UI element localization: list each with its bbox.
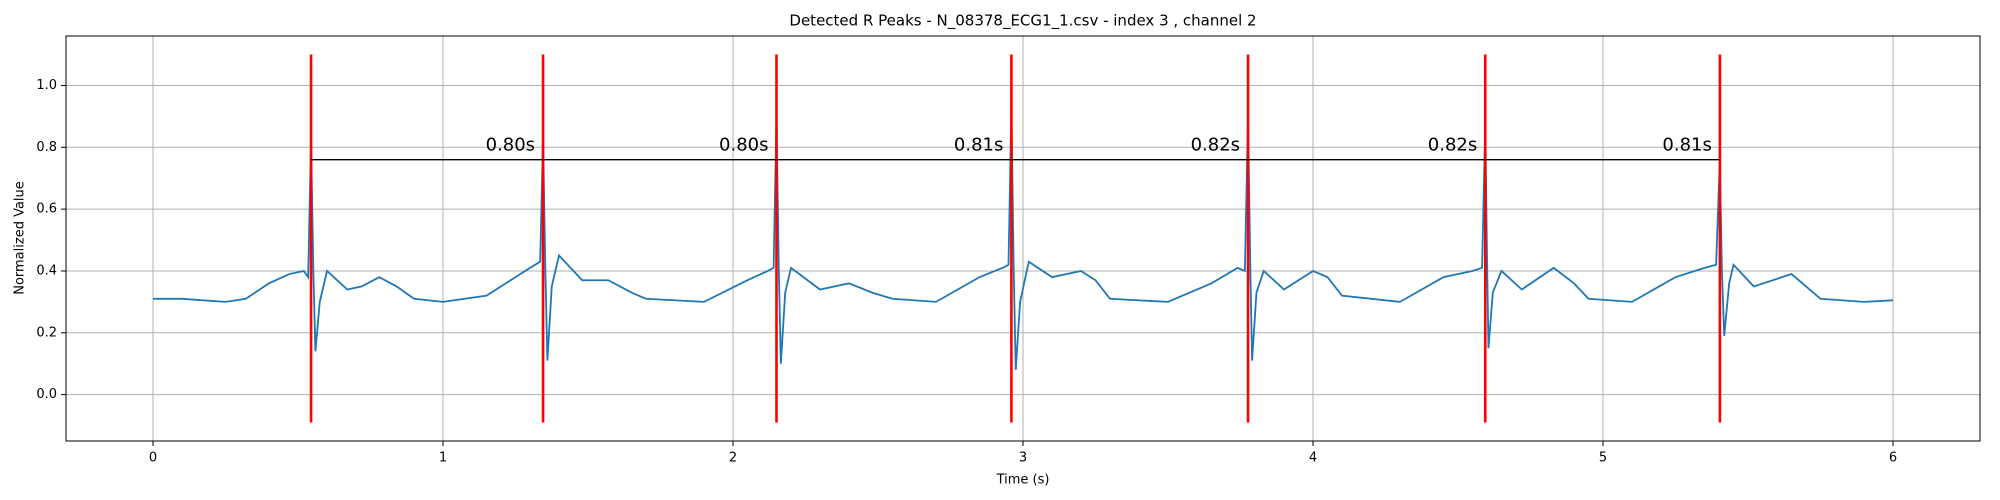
x-tick-label: 1: [439, 451, 447, 466]
y-tick-label: 0.8: [36, 140, 57, 155]
x-tick-label: 2: [729, 451, 737, 466]
x-axis-label: Time (s): [996, 473, 1050, 488]
interval-label: 0.80s: [719, 135, 768, 156]
interval-label: 0.81s: [1662, 135, 1711, 156]
x-tick-label: 5: [1599, 451, 1607, 466]
y-tick-label: 1.0: [36, 78, 57, 93]
interval-label: 0.80s: [486, 135, 535, 156]
chart-title: Detected R Peaks - N_08378_ECG1_1.csv - …: [789, 12, 1256, 31]
y-tick-label: 0.2: [36, 325, 57, 340]
x-tick-label: 4: [1309, 451, 1317, 466]
x-tick-label: 6: [1889, 451, 1897, 466]
x-tick-label: 3: [1019, 451, 1027, 466]
x-tick-label: 0: [149, 451, 157, 466]
interval-label: 0.82s: [1428, 135, 1477, 156]
interval-label: 0.81s: [954, 135, 1003, 156]
y-tick-label: 0.6: [36, 202, 57, 217]
plot-frame: [65, 35, 1981, 442]
interval-label: 0.82s: [1191, 135, 1240, 156]
y-tick-label: 0.4: [36, 263, 57, 278]
y-axis-label: Normalized Value: [13, 181, 28, 295]
y-tick-label: 0.0: [36, 387, 57, 402]
